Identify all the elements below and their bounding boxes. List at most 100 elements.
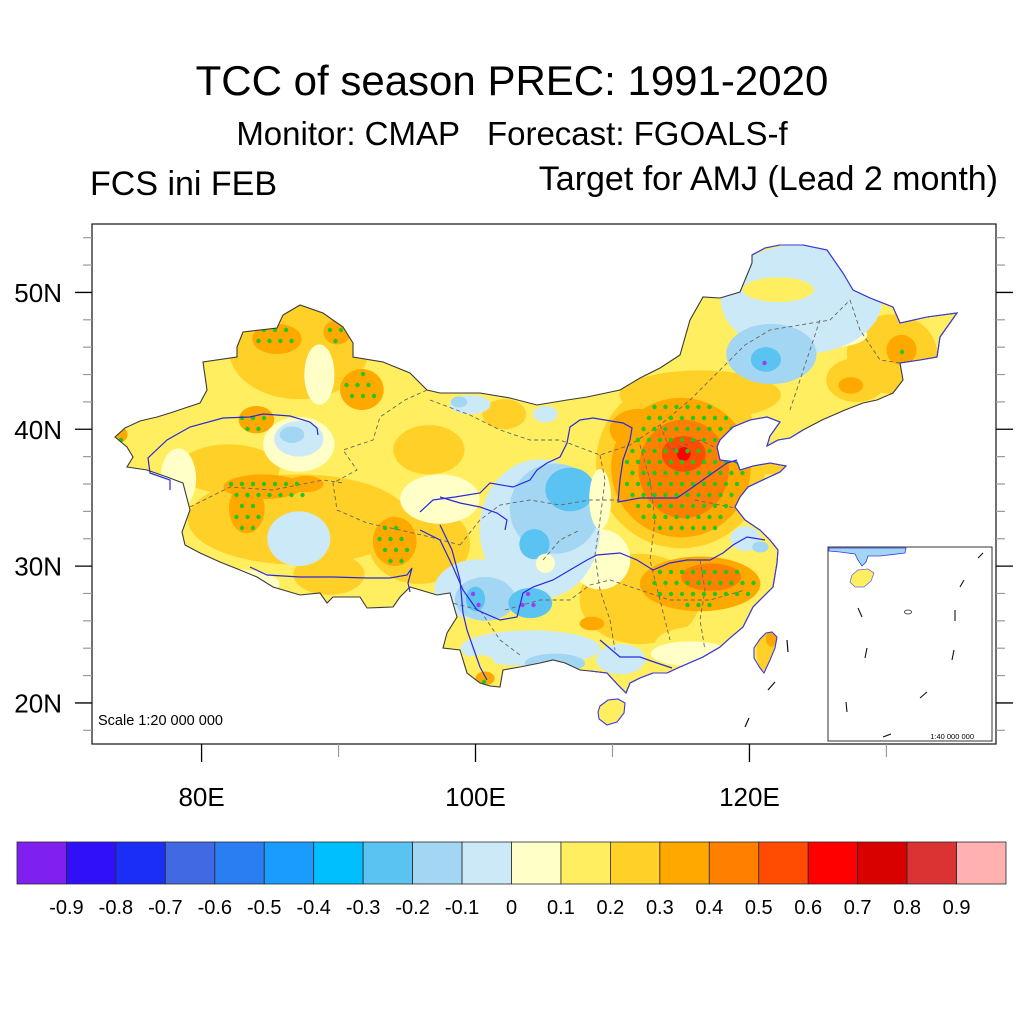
colorbar-label: -0.1 <box>445 897 479 919</box>
significance-dot <box>256 492 261 498</box>
significance-dot <box>729 492 734 498</box>
target-season-label: Target for AMJ (Lead 2 month) <box>538 160 998 198</box>
northeast-river-border <box>751 244 959 364</box>
significance-dot <box>707 602 712 608</box>
significance-dot <box>289 338 294 344</box>
significance-dot <box>707 580 712 586</box>
significance-dot <box>377 536 382 542</box>
significance-dot <box>690 591 696 597</box>
significance-dot <box>674 514 679 520</box>
dash-segment <box>864 647 868 659</box>
dash-segment <box>744 717 750 728</box>
significance-dot <box>641 492 646 498</box>
significance-dot <box>663 514 668 520</box>
significance-dot <box>382 547 388 553</box>
lat-tick-label: 30N <box>14 552 62 582</box>
province-border <box>542 529 581 561</box>
contour-region <box>519 529 550 560</box>
significance-dot <box>300 492 305 498</box>
significance-dot <box>674 470 679 476</box>
significance-dot <box>646 503 652 509</box>
province-border <box>332 389 461 546</box>
significance-dot <box>712 437 718 443</box>
colorbar-label: 0.4 <box>695 897 723 919</box>
significance-dot <box>245 426 250 432</box>
colorbar-label: -0.8 <box>99 897 133 919</box>
significance-dot <box>679 503 685 509</box>
significance-dot <box>740 580 745 586</box>
significance-dot <box>349 393 355 399</box>
significance-dot <box>481 679 487 685</box>
province-border <box>659 424 721 451</box>
significance-dot <box>239 415 245 421</box>
province-border <box>639 444 671 641</box>
significance-dot <box>261 481 267 487</box>
significance-dot <box>283 481 289 487</box>
river <box>419 417 738 513</box>
significance-dot <box>245 492 250 498</box>
contour-region <box>596 644 646 675</box>
significance-dot <box>685 426 690 432</box>
significance-dot <box>685 492 690 498</box>
colorbar-box <box>362 841 413 885</box>
significance-dot <box>393 525 399 531</box>
significance-dot <box>646 481 652 487</box>
significance-dot <box>729 470 734 476</box>
significance-dot <box>685 580 690 586</box>
significance-dot <box>707 492 712 498</box>
significance-dot <box>635 437 641 443</box>
significance-dot <box>393 547 399 553</box>
significance-dot <box>679 591 685 597</box>
lon-tick-label: 120E <box>719 782 780 812</box>
river <box>147 413 319 490</box>
inset-island <box>904 609 912 615</box>
inset-scale-label: 1:40 000 000 <box>930 732 974 741</box>
contour-region <box>752 541 769 553</box>
contour-region <box>372 516 417 567</box>
colorbar-box <box>214 841 265 885</box>
dash-segment <box>767 681 776 691</box>
significance-dot <box>679 459 685 465</box>
colorbar-label: 0.2 <box>596 897 624 919</box>
colorbar-box <box>115 841 166 885</box>
significance-dot <box>657 437 663 443</box>
contour-region <box>482 399 527 430</box>
significance-dot <box>641 426 646 432</box>
significance-dot <box>663 404 668 410</box>
significance-dot <box>278 492 283 498</box>
significance-dot <box>718 514 723 520</box>
contour-region <box>589 468 612 530</box>
significance-dot <box>679 437 685 443</box>
province-border <box>594 454 616 651</box>
significance-dot <box>685 602 690 608</box>
colorbar-box <box>461 841 512 885</box>
significance-dot <box>674 580 679 586</box>
significance-dot <box>652 514 657 520</box>
significance-dot <box>388 558 393 564</box>
significance-dot <box>657 481 663 487</box>
significance-dot <box>701 481 707 487</box>
significance-dot <box>668 437 674 443</box>
significance-dot <box>690 481 696 487</box>
coastline <box>589 244 959 726</box>
colorbar-box <box>610 841 661 885</box>
significance-dot <box>250 481 256 487</box>
significance-dot <box>256 426 261 432</box>
significance-dot <box>707 426 712 432</box>
contour-region <box>535 553 555 573</box>
significance-dot <box>404 547 410 553</box>
significance-dot <box>663 448 668 454</box>
significance-dot <box>278 338 283 344</box>
significance-dot <box>234 492 239 498</box>
significance-dot <box>668 459 674 465</box>
inset-nine-dash-line <box>845 552 984 738</box>
province-border <box>789 319 821 411</box>
contour-region <box>742 277 814 302</box>
significance-dot <box>646 415 652 421</box>
significance-dot <box>652 448 657 454</box>
colorbar-box <box>906 841 957 885</box>
inset-hainan-island <box>849 568 875 588</box>
contour-region <box>450 396 468 408</box>
significance-dot <box>690 569 696 575</box>
